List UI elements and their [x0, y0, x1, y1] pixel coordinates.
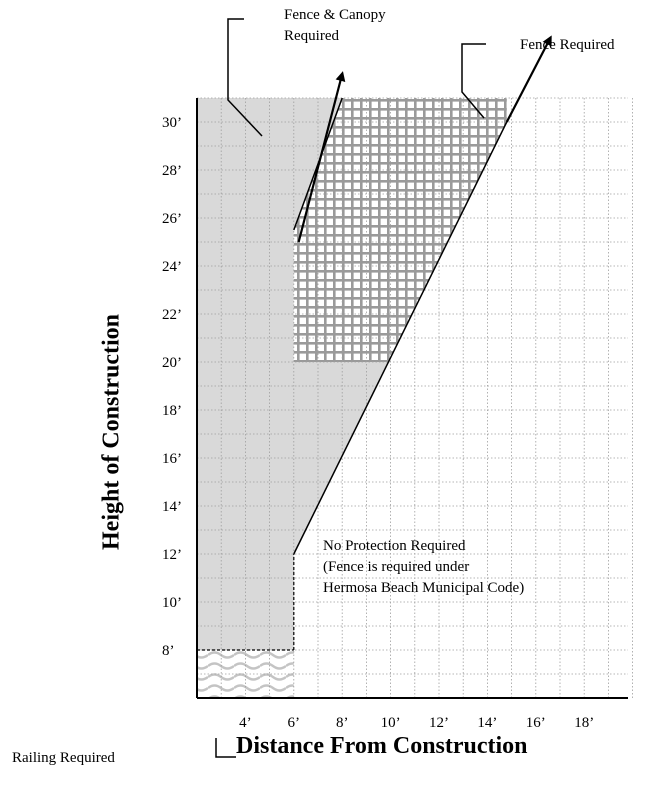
region-fence-canopy-required — [293, 98, 507, 362]
x-tick-label: 10’ — [381, 715, 401, 731]
y-tick-label: 20’ — [162, 355, 182, 371]
x-tick-label: 8’ — [336, 715, 349, 731]
y-tick-label: 8’ — [162, 643, 175, 659]
x-tick-label: 4’ — [239, 715, 252, 731]
callout-leader — [461, 43, 486, 119]
callout-label: Fence & Canopy Required — [284, 7, 386, 44]
y-axis-title: Height of Construction — [98, 314, 125, 550]
y-tick-label: 28’ — [162, 163, 182, 179]
y-tick-label: 14’ — [162, 499, 182, 515]
callout-leader — [227, 18, 263, 137]
region-fence-required — [197, 98, 389, 650]
boundary-arrow — [297, 71, 346, 243]
x-tick-label: 18’ — [574, 715, 594, 731]
no-protection-annotation: No Protection Required (Fence is required… — [323, 538, 524, 596]
boundary-line — [293, 121, 508, 555]
x-tick-label: 6’ — [288, 715, 301, 731]
x-tick-label: 16’ — [526, 715, 546, 731]
callout-label: Fence Required — [520, 37, 615, 53]
callout-leader — [215, 738, 236, 758]
x-tick-label: 12’ — [429, 715, 449, 731]
y-tick-label: 30’ — [162, 115, 182, 131]
y-tick-label: 24’ — [162, 259, 182, 275]
y-tick-label: 10’ — [162, 595, 182, 611]
x-tick-label: 14’ — [477, 715, 497, 731]
x-axis-title: Distance From Construction — [236, 733, 528, 759]
y-tick-label: 26’ — [162, 211, 182, 227]
y-tick-label: 16’ — [162, 451, 182, 467]
y-tick-label: 18’ — [162, 403, 182, 419]
callout-label: Railing Required — [12, 750, 115, 766]
y-tick-label: 22’ — [162, 307, 182, 323]
y-tick-label: 12’ — [162, 547, 182, 563]
boundary-arrow — [505, 35, 552, 123]
